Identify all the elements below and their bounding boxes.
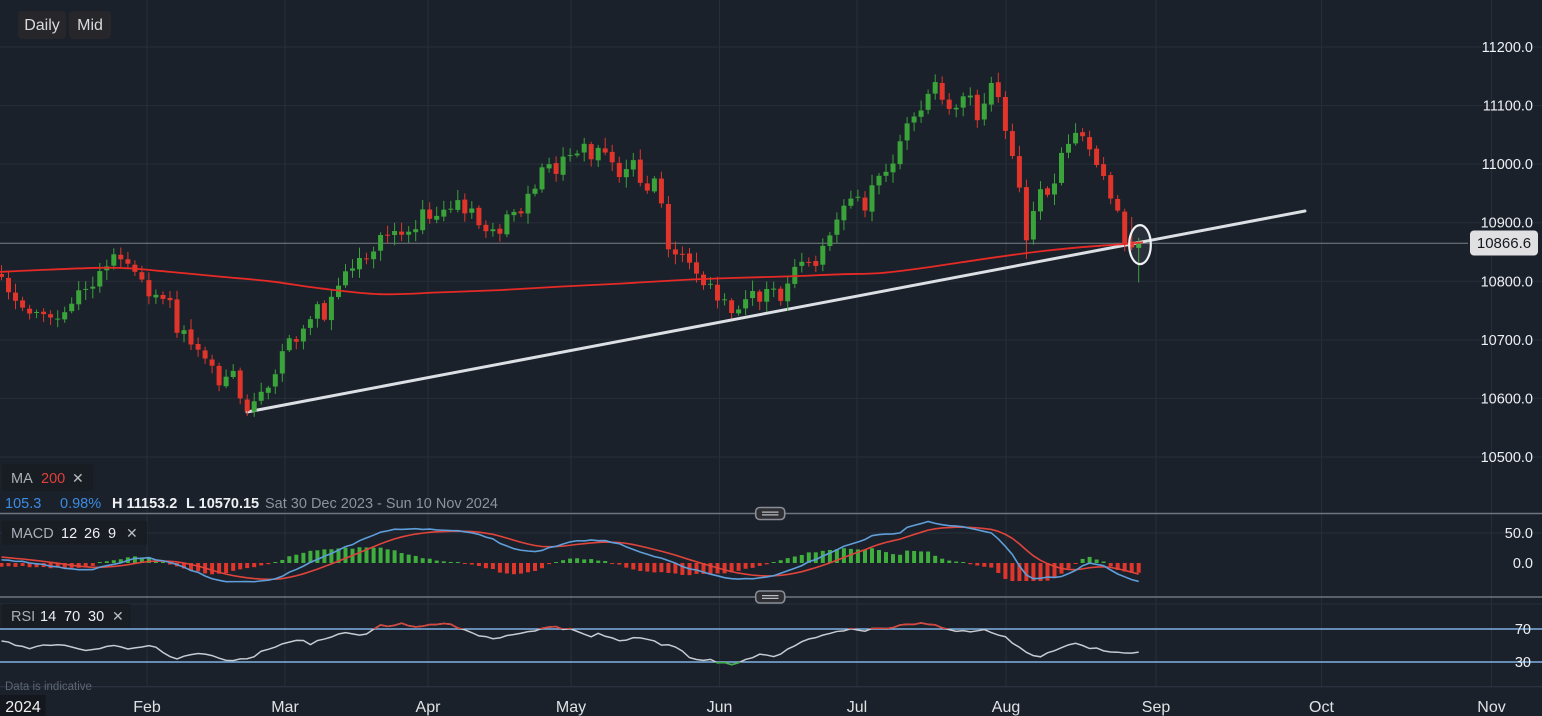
svg-text:✕: ✕ (112, 608, 124, 624)
svg-text:Nov: Nov (1477, 699, 1505, 716)
svg-text:26: 26 (84, 526, 100, 542)
svg-text:Data is indicative: Data is indicative (5, 681, 92, 693)
svg-text:9: 9 (108, 526, 116, 542)
svg-text:RSI: RSI (11, 609, 35, 625)
svg-text:11100.0: 11100.0 (1483, 99, 1533, 115)
svg-text:Feb: Feb (133, 699, 161, 716)
svg-text:10700.0: 10700.0 (1481, 333, 1533, 349)
svg-text:Sep: Sep (1142, 699, 1171, 716)
svg-text:105.3: 105.3 (5, 496, 41, 512)
svg-text:Jul: Jul (847, 699, 867, 716)
svg-text:Daily: Daily (24, 17, 60, 34)
svg-text:10900.0: 10900.0 (1481, 216, 1533, 232)
svg-text:10800.0: 10800.0 (1481, 274, 1533, 290)
svg-text:0.98%: 0.98% (60, 496, 101, 512)
svg-text:10600.0: 10600.0 (1481, 391, 1533, 407)
svg-text:MACD: MACD (11, 526, 54, 542)
svg-text:H 11153.2: H 11153.2 (112, 496, 177, 512)
svg-text:L 10570.15: L 10570.15 (186, 496, 259, 512)
svg-text:✕: ✕ (126, 525, 138, 541)
svg-text:12: 12 (61, 526, 77, 542)
svg-text:Apr: Apr (416, 699, 442, 716)
svg-text:10866.6: 10866.6 (1477, 235, 1531, 252)
svg-text:Mid: Mid (77, 17, 103, 34)
svg-text:May: May (556, 699, 586, 716)
svg-text:10500.0: 10500.0 (1481, 450, 1533, 466)
svg-text:11000.0: 11000.0 (1482, 157, 1533, 173)
svg-text:70: 70 (64, 609, 80, 625)
svg-text:Jun: Jun (707, 699, 733, 716)
svg-text:50.0: 50.0 (1505, 526, 1533, 542)
svg-text:30: 30 (1515, 655, 1531, 671)
svg-text:Mar: Mar (271, 699, 299, 716)
svg-text:2024: 2024 (5, 699, 41, 716)
svg-text:200: 200 (41, 471, 65, 487)
svg-text:30: 30 (88, 609, 104, 625)
svg-text:MA: MA (11, 471, 33, 487)
svg-text:Aug: Aug (992, 699, 1020, 716)
svg-text:14: 14 (40, 609, 56, 625)
svg-text:Sat 30 Dec 2023 - Sun 10 Nov 2: Sat 30 Dec 2023 - Sun 10 Nov 2024 (265, 496, 498, 512)
svg-text:70: 70 (1515, 622, 1531, 638)
svg-text:11200.0: 11200.0 (1482, 40, 1533, 56)
svg-text:0.0: 0.0 (1513, 556, 1533, 572)
svg-text:Oct: Oct (1309, 699, 1334, 716)
svg-text:✕: ✕ (72, 470, 84, 486)
